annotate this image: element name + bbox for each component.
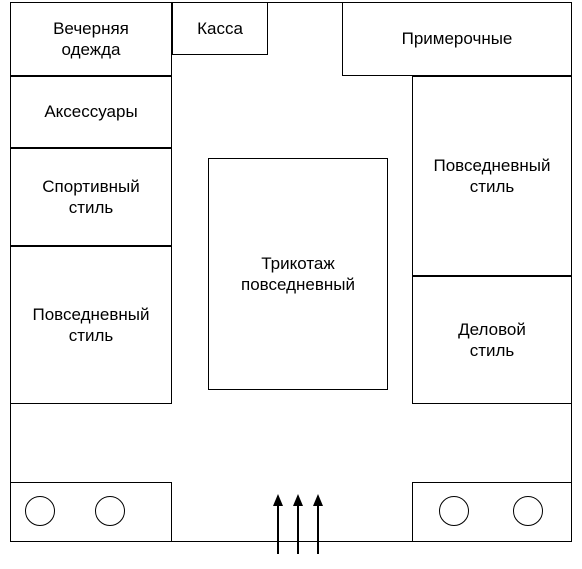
zone-label-cashier: Касса <box>197 18 243 39</box>
zone-label-business: Деловойстиль <box>458 319 526 362</box>
zone-sport-style: Спортивныйстиль <box>10 148 172 246</box>
zone-label-casual-right: Повседневныйстиль <box>434 155 551 198</box>
zone-evening-wear: Вечерняяодежда <box>10 2 172 76</box>
circle-1 <box>25 496 55 526</box>
zone-label-casual-left: Повседневныйстиль <box>33 304 150 347</box>
zone-casual-left: Повседневныйстиль <box>10 246 172 404</box>
circle-2 <box>95 496 125 526</box>
circle-4 <box>513 496 543 526</box>
entrance-arrows <box>268 490 328 560</box>
zone-label-evening-wear: Вечерняяодежда <box>53 18 129 61</box>
zone-business: Деловойстиль <box>412 276 572 404</box>
zone-casual-right: Повседневныйстиль <box>412 76 572 276</box>
zone-fitting-rooms: Примерочные <box>342 2 572 76</box>
zone-label-accessories: Аксессуары <box>44 101 137 122</box>
zone-label-knitwear: Трикотажповседневный <box>241 253 355 296</box>
zone-knitwear: Трикотажповседневный <box>208 158 388 390</box>
zone-label-fitting-rooms: Примерочные <box>402 28 513 49</box>
floorplan-stage: Вечерняяодежда Касса Примерочные Аксессуары… <box>0 0 582 569</box>
zone-label-sport-style: Спортивныйстиль <box>42 176 139 219</box>
zone-bottom-right-bar <box>412 482 572 542</box>
zone-accessories: Аксессуары <box>10 76 172 148</box>
zone-cashier: Касса <box>172 2 268 55</box>
circle-3 <box>439 496 469 526</box>
